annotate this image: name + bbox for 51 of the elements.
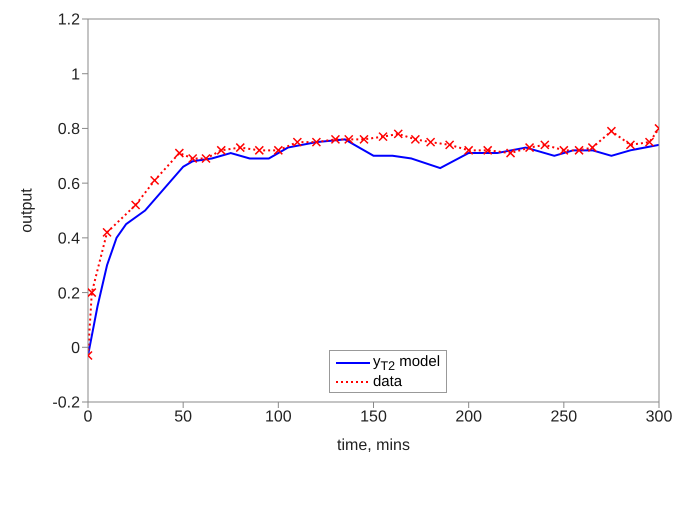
point xyxy=(254,146,264,156)
y-tick-label: -0.2 xyxy=(52,394,80,412)
point xyxy=(524,142,534,152)
x-tick-label: 100 xyxy=(264,408,292,426)
y-tick-label: 0.4 xyxy=(58,230,80,248)
point xyxy=(344,134,354,144)
x-tick-label: 0 xyxy=(84,408,93,426)
point xyxy=(174,148,184,158)
y-tick-label: 0 xyxy=(71,340,80,357)
point xyxy=(574,146,584,156)
point xyxy=(150,176,160,186)
point xyxy=(540,140,550,150)
y-axis-title: output xyxy=(18,188,36,233)
point xyxy=(588,142,598,152)
point xyxy=(274,146,284,156)
point xyxy=(393,129,403,139)
y-tick-label: 0.2 xyxy=(58,285,80,302)
point xyxy=(426,137,436,147)
point xyxy=(102,228,112,238)
point xyxy=(236,142,246,152)
point xyxy=(188,154,198,164)
y-tick-label: 1 xyxy=(71,66,80,84)
y-tick-label: 0.6 xyxy=(58,176,80,193)
point xyxy=(216,146,226,156)
point xyxy=(201,154,211,164)
legend-label: data xyxy=(372,373,402,390)
x-tick-label: 300 xyxy=(646,408,672,426)
x-tick-label: 50 xyxy=(174,408,192,426)
point xyxy=(410,134,420,144)
point xyxy=(312,137,322,147)
y-tick-label: 1.2 xyxy=(58,12,80,29)
point xyxy=(378,132,388,142)
point xyxy=(359,134,369,144)
point xyxy=(626,140,636,150)
x-tick-label: 250 xyxy=(550,408,578,426)
point xyxy=(482,146,492,156)
point xyxy=(506,148,516,158)
point xyxy=(444,140,454,150)
point xyxy=(88,288,97,298)
legend-label: y$_{T2}$ model xyxy=(372,353,440,373)
x-axis-title: time, mins xyxy=(337,437,410,454)
x-tick-label: 200 xyxy=(455,408,482,426)
point xyxy=(292,137,302,147)
point xyxy=(606,126,616,136)
y-tick-label: 0.8 xyxy=(58,121,80,138)
point xyxy=(130,200,140,210)
point xyxy=(330,134,340,144)
point xyxy=(464,146,474,156)
point xyxy=(559,146,569,156)
point xyxy=(644,137,654,147)
x-tick-label: 150 xyxy=(360,408,387,426)
